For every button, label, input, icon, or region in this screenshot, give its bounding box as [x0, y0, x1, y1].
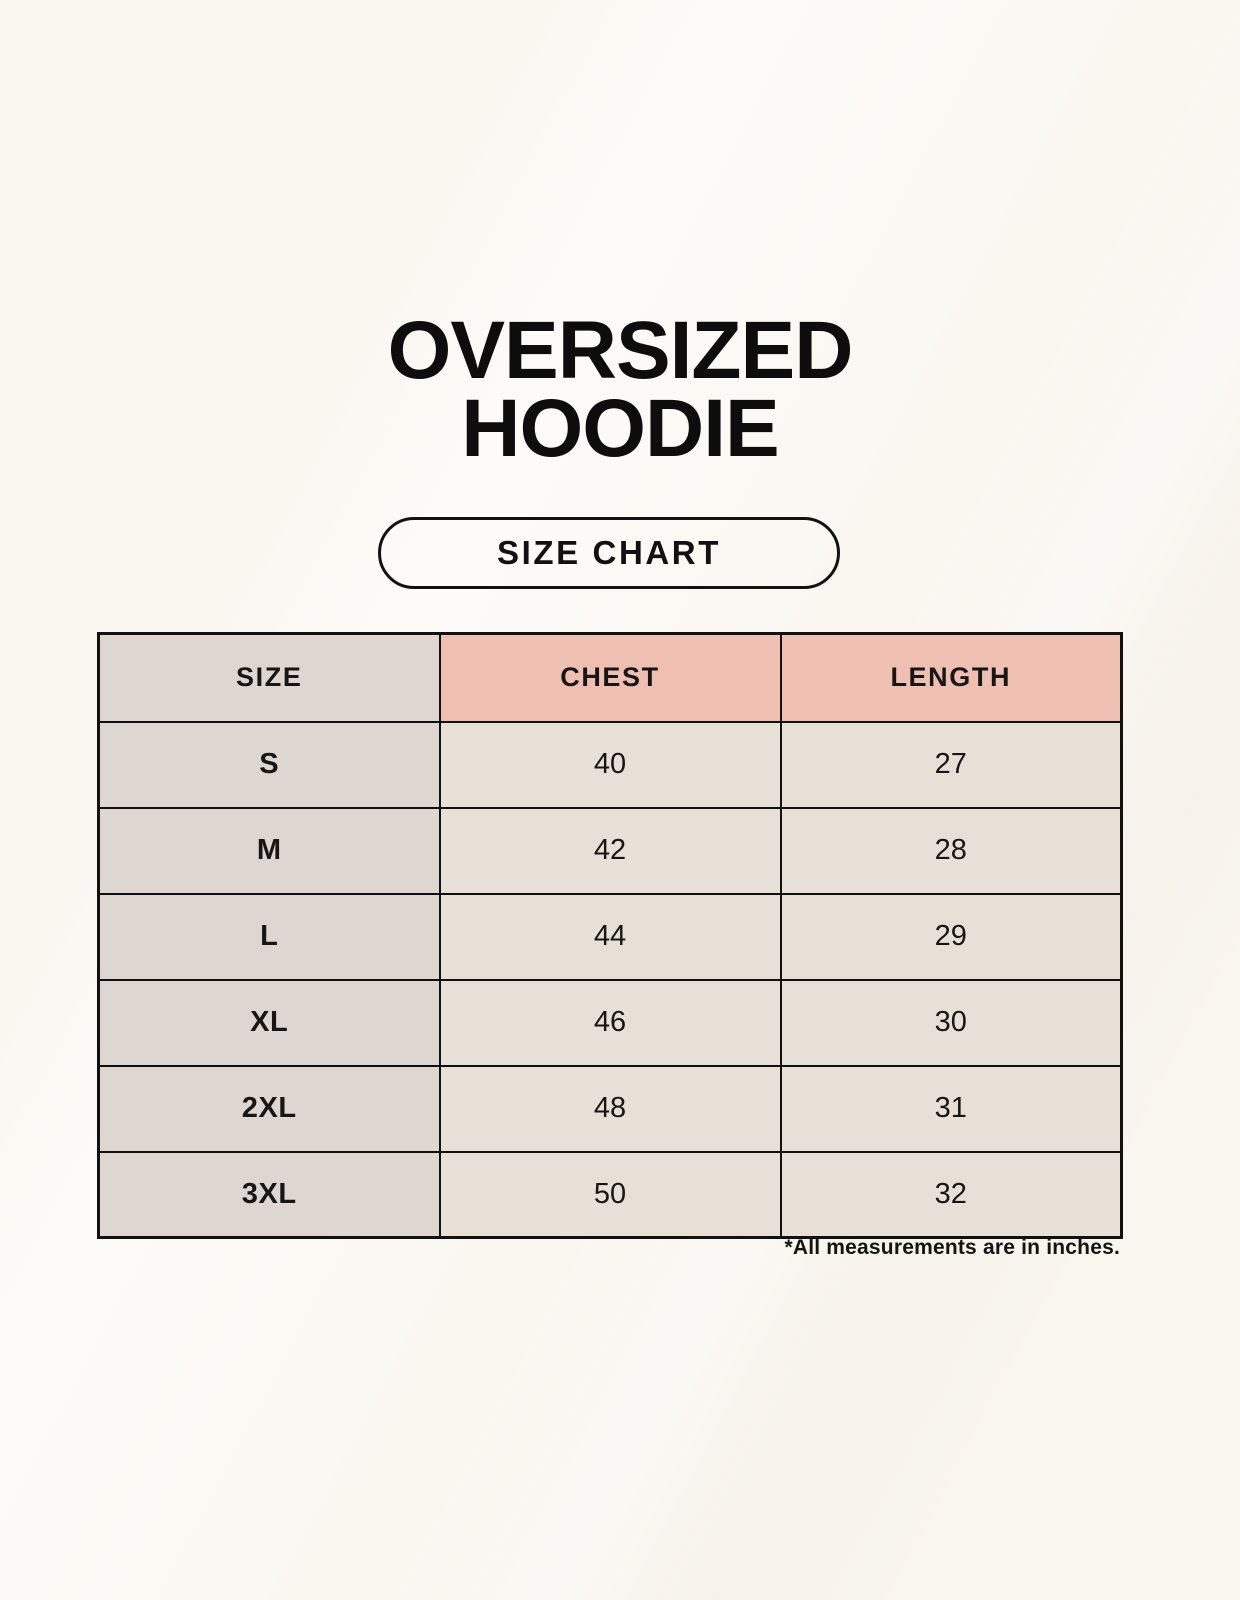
- title-line-2: HOODIE: [461, 383, 779, 474]
- cell-chest: 44: [438, 892, 782, 981]
- size-chart-badge-label: SIZE CHART: [497, 534, 721, 571]
- cell-length: 31: [779, 1064, 1123, 1153]
- size-chart-table: SIZE CHEST LENGTH S 40 27 M 42 28 L 44 2…: [97, 632, 1123, 1239]
- cell-chest: 42: [438, 806, 782, 895]
- cell-size: M: [97, 806, 441, 895]
- table-row: 3XL 50 32: [97, 1150, 1123, 1239]
- table-header-row: SIZE CHEST LENGTH: [97, 632, 1123, 723]
- cell-size: XL: [97, 978, 441, 1067]
- cell-size: L: [97, 892, 441, 981]
- cell-size: 2XL: [97, 1064, 441, 1153]
- cell-length: 29: [779, 892, 1123, 981]
- cell-size: S: [97, 720, 441, 809]
- cell-chest: 40: [438, 720, 782, 809]
- cell-size: 3XL: [97, 1150, 441, 1239]
- cell-length: 27: [779, 720, 1123, 809]
- size-chart-badge: SIZE CHART: [378, 517, 840, 589]
- cell-chest: 48: [438, 1064, 782, 1153]
- cell-chest: 46: [438, 978, 782, 1067]
- table-body: S 40 27 M 42 28 L 44 29 XL 46 30 2XL 48: [97, 720, 1123, 1239]
- table-row: S 40 27: [97, 720, 1123, 809]
- cell-length: 28: [779, 806, 1123, 895]
- column-header-size: SIZE: [97, 632, 441, 723]
- page-title: OVERSIZED HOODIE: [0, 305, 1240, 474]
- table-header: SIZE CHEST LENGTH: [97, 632, 1123, 723]
- table-row: 2XL 48 31: [97, 1064, 1123, 1153]
- column-header-chest: CHEST: [438, 632, 782, 723]
- cell-length: 32: [779, 1150, 1123, 1239]
- column-header-length: LENGTH: [779, 632, 1123, 723]
- title-line-1: OVERSIZED: [387, 305, 854, 396]
- table-row: M 42 28: [97, 806, 1123, 895]
- cell-chest: 50: [438, 1150, 782, 1239]
- cell-length: 30: [779, 978, 1123, 1067]
- measurements-footnote: *All measurements are in inches.: [784, 1236, 1120, 1259]
- table-row: XL 46 30: [97, 978, 1123, 1067]
- table-row: L 44 29: [97, 892, 1123, 981]
